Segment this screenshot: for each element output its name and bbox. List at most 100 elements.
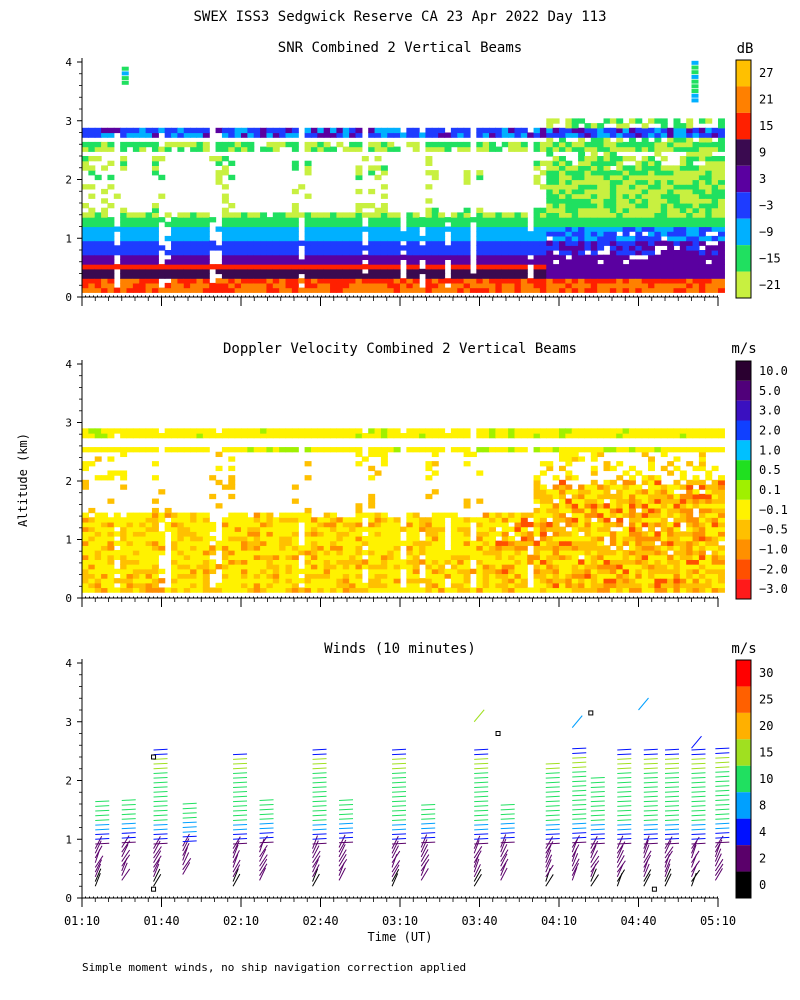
doppler-cell	[145, 526, 153, 532]
doppler-cell	[711, 564, 719, 570]
doppler-cell	[209, 564, 217, 570]
snr-cell	[107, 254, 115, 260]
snr-cell	[285, 221, 293, 228]
snr-cell	[590, 198, 598, 204]
snr-cell	[450, 240, 458, 246]
snr-cell	[450, 217, 458, 223]
snr-cell	[691, 60, 699, 65]
doppler-cell	[342, 582, 350, 589]
doppler-cell	[221, 517, 229, 523]
snr-cell	[578, 264, 586, 270]
doppler-cell	[330, 517, 337, 523]
doppler-cell	[82, 484, 89, 490]
doppler-cell	[253, 512, 261, 518]
doppler-cell	[151, 573, 159, 579]
doppler-cell	[648, 475, 655, 481]
doppler-cell	[323, 550, 331, 556]
doppler-cell	[431, 540, 439, 546]
doppler-cell	[501, 564, 509, 570]
snr-cell	[590, 160, 598, 166]
doppler-cell	[457, 521, 465, 528]
snr-cell	[228, 160, 236, 166]
doppler-cell	[559, 568, 566, 575]
snr-cell	[463, 282, 471, 289]
snr-cell	[679, 198, 687, 204]
snr-cell	[667, 179, 675, 185]
snr-cell	[679, 235, 687, 242]
snr-cell	[711, 207, 719, 213]
snr-cell	[584, 278, 592, 284]
snr-cell	[686, 212, 694, 218]
snr-cell	[126, 132, 134, 138]
snr-cell	[571, 240, 579, 246]
doppler-cell	[412, 521, 420, 528]
doppler-cell	[342, 535, 350, 542]
doppler-cell	[419, 587, 427, 593]
doppler-cell	[221, 428, 229, 434]
snr-cell	[355, 273, 363, 279]
snr-cell	[450, 287, 458, 293]
snr-cell	[609, 174, 617, 181]
snr-cell	[463, 221, 471, 228]
doppler-cell	[565, 559, 573, 565]
doppler-cell	[660, 493, 668, 500]
snr-cell	[298, 268, 306, 275]
snr-cell	[196, 240, 204, 246]
snr-cell	[368, 287, 376, 293]
doppler-cell	[151, 568, 159, 575]
doppler-cell	[228, 559, 236, 565]
doppler-cell	[584, 503, 592, 509]
ground-dot	[113, 295, 114, 297]
snr-cell	[539, 184, 547, 190]
snr-cell	[698, 235, 706, 242]
doppler-cell	[310, 521, 318, 528]
snr-cell	[718, 221, 725, 228]
doppler-cell	[247, 517, 255, 523]
snr-cell	[113, 193, 121, 199]
snr-cell	[463, 250, 471, 256]
snr-colorbar-unit: dB	[737, 41, 754, 57]
snr-cell	[463, 240, 471, 246]
doppler-cell	[406, 568, 414, 575]
doppler-cell	[584, 554, 592, 560]
snr-cell	[304, 231, 312, 237]
doppler-cell	[711, 531, 719, 537]
snr-cell	[361, 264, 369, 270]
snr-cell	[641, 245, 649, 251]
doppler-cell	[304, 521, 312, 528]
doppler-cell	[82, 517, 89, 523]
doppler-cell	[641, 498, 649, 504]
doppler-cell	[641, 568, 649, 575]
snr-cell	[349, 287, 357, 293]
doppler-cell	[342, 587, 350, 593]
doppler-cell	[692, 540, 700, 546]
snr-cell	[241, 245, 248, 251]
snr-cell	[253, 240, 261, 246]
doppler-cell	[648, 550, 655, 556]
doppler-cell	[590, 447, 598, 453]
doppler-cell	[126, 564, 134, 570]
doppler-cell	[342, 545, 350, 551]
doppler-cell	[374, 451, 382, 458]
doppler-cell	[145, 517, 153, 523]
ground-dot	[357, 295, 358, 297]
snr-cell	[425, 235, 433, 242]
doppler-cell	[412, 531, 420, 537]
snr-cell	[628, 118, 636, 124]
snr-cell	[648, 184, 655, 190]
doppler-cell	[406, 578, 414, 584]
doppler-cell	[126, 582, 134, 589]
doppler-cell	[336, 573, 344, 579]
snr-cell	[590, 273, 598, 279]
doppler-cell	[603, 447, 611, 453]
doppler-cell	[247, 582, 255, 589]
snr-cell	[94, 174, 102, 181]
snr-cell	[508, 287, 516, 293]
snr-cell	[705, 207, 713, 213]
doppler-cell	[317, 433, 325, 439]
doppler-cell	[648, 465, 655, 472]
doppler-cell	[705, 447, 713, 453]
doppler-cell	[107, 433, 115, 439]
snr-cell	[654, 165, 662, 171]
